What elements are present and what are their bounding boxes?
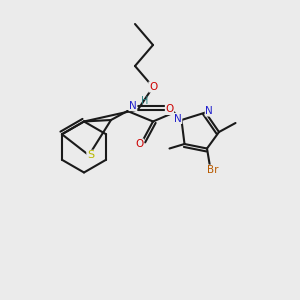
Text: N: N — [205, 106, 213, 116]
Text: O: O — [165, 104, 174, 115]
Text: H: H — [141, 96, 148, 106]
Text: O: O — [135, 139, 144, 149]
Text: N: N — [174, 113, 182, 124]
Text: Br: Br — [207, 165, 219, 175]
Text: O: O — [149, 82, 157, 92]
Text: S: S — [87, 150, 94, 160]
Text: N: N — [129, 100, 137, 111]
